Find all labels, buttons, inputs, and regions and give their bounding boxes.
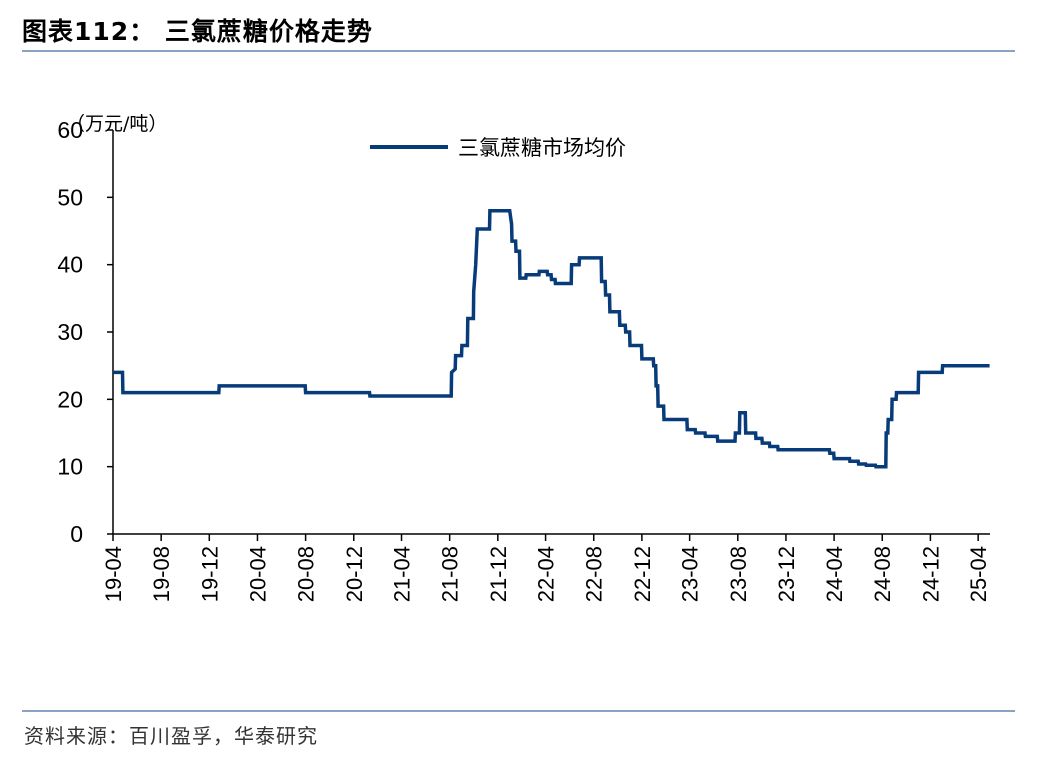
x-tick-label: 23-04 <box>678 546 703 602</box>
x-tick-label: 20-08 <box>294 546 319 602</box>
y-tick-label: 10 <box>57 454 83 480</box>
x-tick-label: 23-12 <box>774 546 799 602</box>
y-axis-unit-label: （万元/吨） <box>66 113 167 135</box>
bottom-rule <box>22 710 1015 712</box>
figure-title: 图表112： 三氯蔗糖价格走势 <box>22 17 373 46</box>
x-tick-label: 22-12 <box>630 546 655 602</box>
y-tick-label: 40 <box>57 252 83 278</box>
y-tick-label: 30 <box>57 319 83 345</box>
x-tick-label: 22-04 <box>534 546 559 602</box>
x-tick-label: 25-04 <box>966 546 991 602</box>
price-chart: 0 10 20 30 40 50 60 19-04 19-08 19-12 20-04 20-08 20… <box>57 113 991 602</box>
x-tick-label: 20-12 <box>342 546 367 602</box>
y-tick-label: 0 <box>70 521 83 547</box>
x-tick-label: 19-08 <box>149 546 174 602</box>
y-tick-label: 50 <box>57 184 83 210</box>
series-line-0 <box>113 209 990 469</box>
x-tick-label: 19-12 <box>197 546 222 602</box>
source-note: 资料来源：百川盈孚，华泰研究 <box>24 724 318 748</box>
x-tick-label: 20-04 <box>245 546 270 602</box>
legend-label: 三氯蔗糖市场均价 <box>458 136 626 160</box>
x-tick-label: 21-12 <box>486 546 511 602</box>
top-rule <box>22 50 1015 52</box>
x-tick-label: 23-08 <box>726 546 751 602</box>
legend: 三氯蔗糖市场均价 <box>370 136 626 160</box>
x-tick-label: 22-08 <box>582 546 607 602</box>
y-tick-label: 20 <box>57 386 83 412</box>
x-tick-label: 24-04 <box>822 546 847 602</box>
x-tick-label: 24-08 <box>870 546 895 602</box>
x-tick-label: 24-12 <box>918 546 943 602</box>
x-tick-label: 21-08 <box>438 546 463 602</box>
x-tick-label: 21-04 <box>390 546 415 602</box>
axes: 0 10 20 30 40 50 60 19-04 19-08 19-12 20-04 20-08 20… <box>57 117 991 602</box>
y-tick-label: 60 <box>57 117 83 143</box>
series-layer <box>113 209 990 469</box>
x-tick-label: 19-04 <box>101 546 126 602</box>
